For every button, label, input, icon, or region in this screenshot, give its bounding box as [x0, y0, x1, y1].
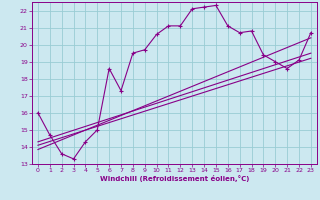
X-axis label: Windchill (Refroidissement éolien,°C): Windchill (Refroidissement éolien,°C) [100, 175, 249, 182]
